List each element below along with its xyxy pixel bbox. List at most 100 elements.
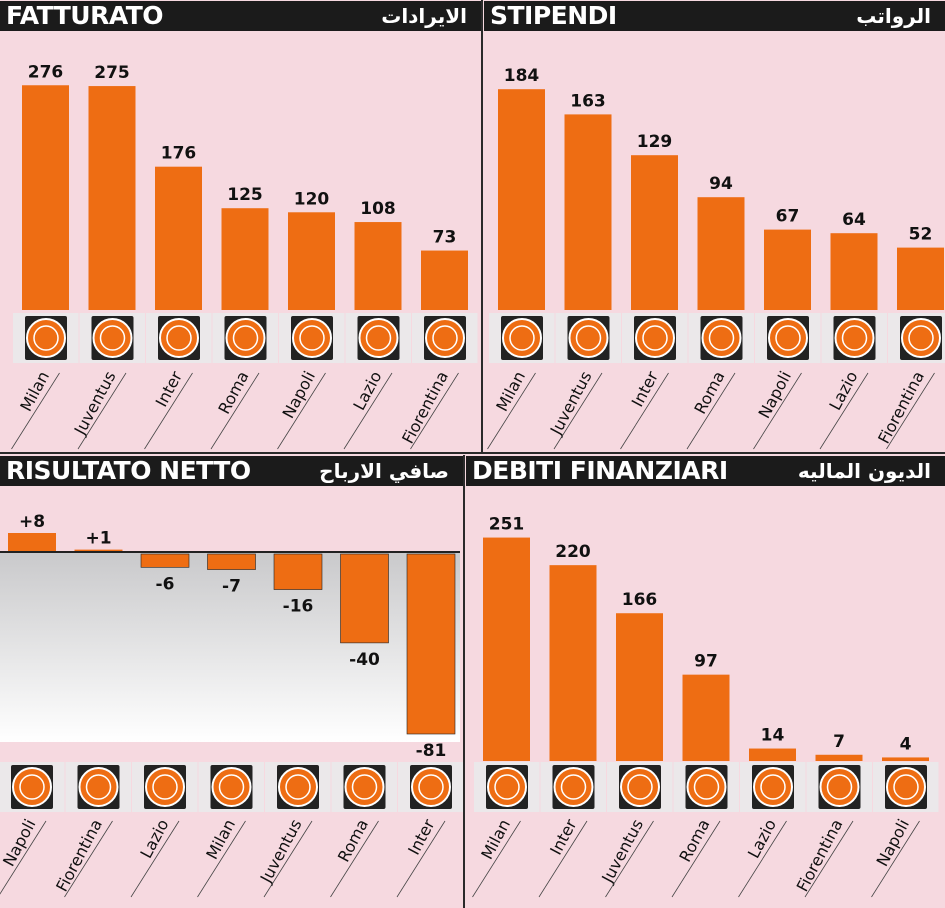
value-label: 163 [570, 91, 606, 111]
category-guide-line [620, 372, 669, 450]
panel-title: STIPENDI [484, 1, 623, 31]
category-label: Juventus [546, 368, 596, 439]
category-guide-line [11, 372, 60, 450]
panel-header: RISULTATO NETTO صافي الارباح [0, 455, 463, 487]
horizontal-divider [0, 452, 945, 454]
panel-title: FATTURATO [0, 1, 170, 31]
value-label: 64 [842, 210, 866, 230]
value-label: -7 [222, 577, 241, 597]
club-crest-icon [146, 313, 212, 363]
club-crest-icon [331, 762, 397, 812]
bar-lazio [749, 748, 796, 761]
bar-roma [340, 553, 389, 644]
bar-milan [22, 85, 69, 310]
category-label: Lazio [349, 368, 385, 413]
club-crest-icon [555, 313, 621, 363]
bar-juventus [564, 114, 612, 311]
category-label: Napoli [278, 368, 319, 422]
category-guide-line [605, 820, 654, 898]
bar-roma [682, 674, 730, 761]
value-label: 108 [360, 199, 396, 219]
panel-risultato-netto: RISULTATO NETTO صافي الارباح +8 +1 -6 -7 -16… [0, 455, 463, 908]
category-label: Lazio [825, 368, 861, 413]
category-guide-line [130, 820, 180, 898]
value-label: 7 [833, 732, 845, 752]
bars-group: +8 +1 -6 -7 -16 -40 -81 [8, 512, 456, 761]
category-label: Fiorentina [52, 816, 106, 895]
panel-title: DEBITI FINANZIARI [466, 456, 734, 486]
category-label: Napoli [754, 368, 795, 422]
bar-milan [498, 89, 545, 310]
bar-napoli [8, 533, 56, 552]
category-label: Lazio [136, 816, 172, 861]
panel-fatturato: FATTURATO الايرادات 276 275 176 125 120 108 73… [0, 0, 481, 452]
bars-group: 184 163 129 94 67 64 52 [498, 66, 944, 311]
club-crest-icon [345, 313, 411, 363]
club-crest-icon [740, 762, 806, 812]
vertical-divider-bottom [463, 455, 465, 908]
bar-inter [155, 166, 202, 310]
club-crest-icon [0, 762, 65, 812]
club-crest-icon [79, 313, 145, 363]
category-label: Inter [628, 368, 663, 410]
category-guide-line [263, 820, 313, 898]
category-label: Inter [152, 368, 187, 410]
bars-group: 276 275 176 125 120 108 73 [22, 62, 468, 310]
club-crest-icon [540, 762, 606, 812]
category-guide-line [886, 372, 935, 450]
category-guide-line [277, 372, 326, 450]
category-guide-line [538, 820, 588, 898]
bar-juventus [273, 553, 323, 590]
category-label: Juventus [70, 368, 120, 439]
category-label: Inter [404, 816, 439, 858]
bar-napoli [764, 229, 811, 310]
category-guide-line [871, 820, 920, 898]
value-label: 67 [776, 207, 800, 227]
value-label: 4 [900, 734, 912, 754]
bar-inter [406, 553, 456, 735]
category-guide-line [77, 372, 127, 450]
category-guide-line [804, 820, 854, 898]
club-crest-icon [607, 762, 673, 812]
value-label: 275 [94, 63, 130, 83]
value-label: -81 [416, 741, 447, 761]
bar-milan [483, 537, 530, 761]
bar-lazio [354, 222, 402, 310]
bar-fiorentina [897, 247, 944, 310]
category-label: Napoli [872, 816, 913, 870]
value-label: 276 [28, 62, 64, 82]
value-label: 120 [294, 189, 330, 209]
value-label: 97 [694, 652, 718, 672]
club-crest-icon [673, 762, 739, 812]
club-crest-icon [821, 313, 887, 363]
bar-lazio [140, 553, 190, 568]
panel-subtitle: الرواتب [622, 1, 945, 31]
category-guide-line [487, 372, 536, 450]
club-crest-icon [265, 762, 331, 812]
value-label: 129 [637, 132, 673, 152]
bar-fiorentina [74, 549, 123, 552]
category-label: Fiorentina [398, 368, 452, 447]
bar-napoli [288, 212, 335, 310]
category-guide-line [64, 820, 113, 898]
category-guide-line [671, 820, 721, 898]
category-guide-line [343, 372, 393, 450]
club-crest-icon [873, 762, 939, 812]
panel-header: DEBITI FINANZIARI الديون الماليه [466, 455, 945, 487]
club-crest-icon [489, 313, 555, 363]
bar-fiorentina [815, 754, 863, 761]
bar-juventus [88, 86, 136, 310]
panel-header: STIPENDI الرواتب [484, 0, 945, 32]
category-guide-line [0, 820, 47, 895]
category-guide-line [686, 372, 736, 450]
bar-roma [697, 197, 745, 310]
category-label: Fiorentina [793, 816, 847, 895]
category-label: Napoli [0, 816, 40, 870]
category-label: Lazio [744, 816, 780, 861]
value-label: 52 [909, 225, 933, 245]
club-crest-icon [474, 762, 540, 812]
club-crest-icon [622, 313, 688, 363]
